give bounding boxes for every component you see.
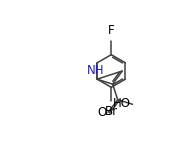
Text: F: F — [108, 24, 115, 37]
Text: NH: NH — [87, 64, 104, 77]
Text: HO: HO — [112, 97, 130, 110]
Text: Br: Br — [105, 105, 118, 118]
Text: O: O — [97, 106, 106, 119]
